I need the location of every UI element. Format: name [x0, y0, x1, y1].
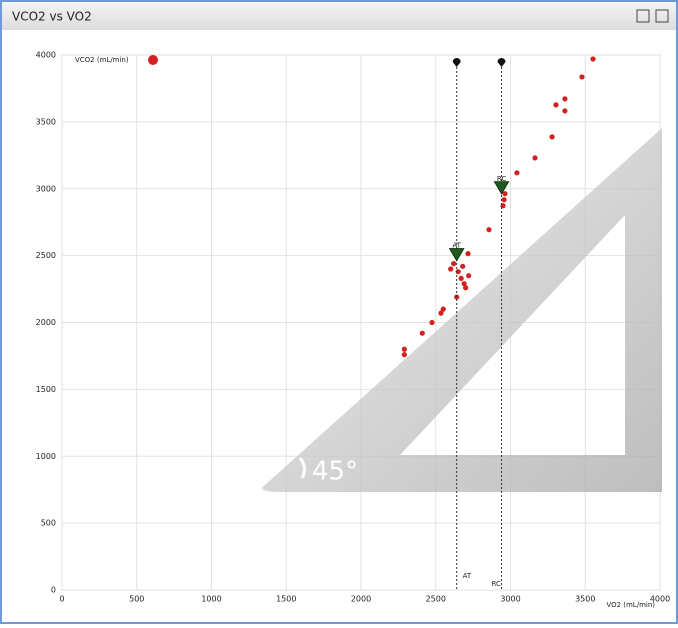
x-tick-label: 1500: [276, 595, 296, 604]
data-point: [458, 275, 464, 281]
threshold-marker: [448, 248, 465, 262]
threshold-axis-label: AT: [463, 572, 472, 580]
data-point: [562, 96, 568, 102]
threshold-label: RC: [497, 175, 507, 183]
y-tick-label: 2500: [36, 251, 56, 260]
y-tick-label: 1000: [36, 452, 56, 461]
threshold-marker: [493, 181, 510, 195]
data-point: [463, 285, 469, 291]
x-tick-label: 3000: [500, 595, 520, 604]
data-point: [562, 108, 568, 114]
y-tick-label: 1500: [36, 385, 56, 394]
data-point: [460, 263, 466, 269]
data-point: [461, 281, 467, 287]
legend-marker: [148, 55, 158, 65]
data-point: [579, 74, 585, 80]
data-point: [549, 134, 555, 140]
data-point: [465, 251, 471, 257]
export-icon[interactable]: [655, 9, 669, 23]
window-title: VCO2 vs VO2: [12, 10, 92, 24]
y-tick-label: 3500: [36, 117, 56, 126]
x-tick-label: 3500: [575, 595, 595, 604]
x-tick-label: 2500: [426, 595, 446, 604]
data-point: [486, 227, 492, 233]
data-point: [419, 330, 425, 336]
threshold-label: AT: [452, 242, 461, 250]
set-square: [262, 128, 662, 492]
data-point: [501, 197, 507, 203]
data-point: [429, 319, 435, 326]
legend-label: VCO2 (mL/min): [75, 56, 129, 64]
data-point: [466, 273, 472, 279]
y-tick-label: 500: [41, 519, 56, 528]
data-point: [553, 102, 559, 108]
data-point: [532, 155, 538, 161]
settings-icon[interactable]: [636, 9, 650, 23]
data-point: [454, 294, 460, 300]
x-axis-label: VO2 (mL/min): [606, 601, 655, 609]
y-tick-label: 2000: [36, 318, 56, 327]
data-point: [448, 266, 454, 272]
x-tick-label: 2000: [351, 595, 371, 604]
angle-label: 45°: [312, 457, 358, 487]
y-tick-label: 4000: [36, 51, 56, 60]
x-tick-label: 1000: [201, 595, 221, 604]
threshold-axis-label: RC: [492, 580, 502, 588]
x-tick-label: 4000: [650, 595, 670, 604]
threshold-pin: [452, 58, 461, 67]
title-bar: [2, 2, 676, 30]
angle-arc: [298, 457, 307, 479]
data-point: [401, 346, 407, 352]
data-point: [502, 191, 508, 197]
data-point: [451, 261, 457, 267]
data-point: [514, 170, 520, 176]
y-tick-label: 0: [51, 586, 56, 595]
data-point: [438, 310, 444, 316]
data-point: [401, 352, 407, 358]
threshold-pin: [497, 58, 506, 67]
x-tick-label: 0: [59, 595, 64, 604]
x-tick-label: 500: [129, 595, 144, 604]
data-point: [440, 306, 446, 312]
y-tick-label: 3000: [36, 184, 56, 193]
data-point: [590, 56, 596, 62]
